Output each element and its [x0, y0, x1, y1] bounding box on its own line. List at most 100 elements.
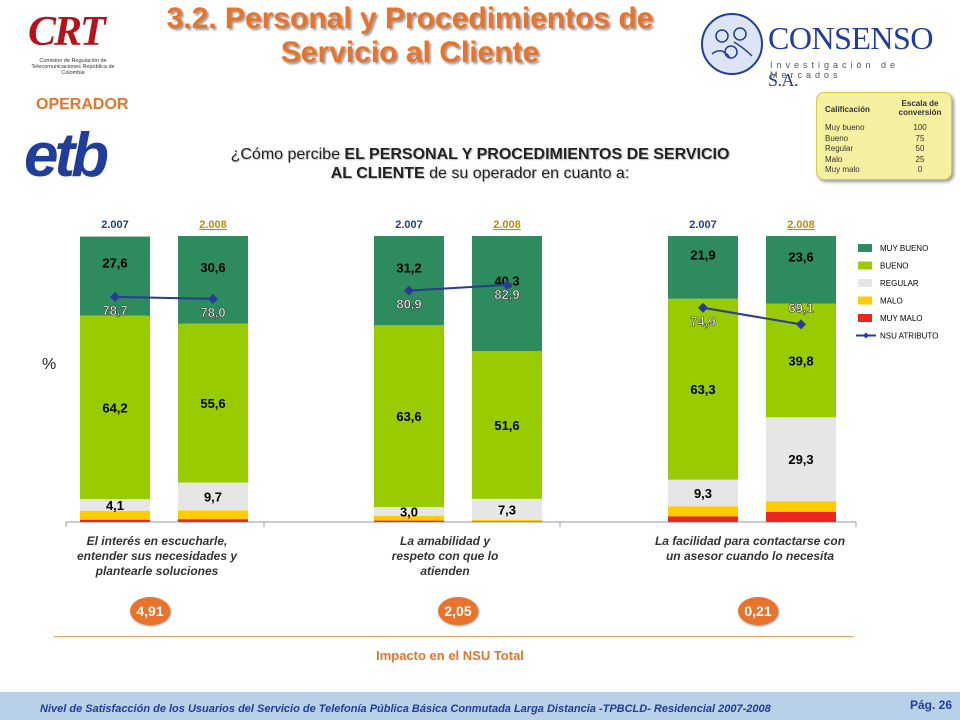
data-label-muy-bueno: 31,2 — [396, 261, 421, 276]
bar-segment-regular — [472, 498, 542, 520]
bar-segment-muy-malo — [766, 511, 836, 522]
bar-segment-regular — [178, 482, 248, 511]
impact-badge-3: 0,21 — [738, 597, 778, 625]
bar-segment-regular — [80, 499, 150, 511]
y-unit-label: % — [42, 356, 57, 373]
nsu-line — [114, 295, 214, 300]
nsu-point — [502, 279, 512, 290]
bar-segment-malo — [374, 515, 444, 521]
nsu-point — [698, 302, 708, 313]
data-label-bueno: 55,6 — [200, 396, 225, 411]
bar-segment-malo — [766, 501, 836, 512]
question-text: ¿Cómo percibe EL PERSONAL Y PROCEDIMIENT… — [230, 146, 730, 182]
data-label-muy-bueno: 27,6 — [102, 255, 127, 270]
impact-label: Impacto en el NSU Total — [376, 648, 524, 663]
nsu-point — [404, 285, 414, 296]
bar-segment-malo — [80, 510, 150, 520]
consenso-logo: CONSENSO S.A. Investigación de Mercados — [700, 8, 950, 90]
title-line-2: Servicio al Cliente — [280, 36, 540, 69]
nsu-label: 74,9 — [690, 314, 715, 329]
bar-segment-muy-bueno — [472, 236, 542, 352]
bar-segment-bueno — [374, 325, 444, 508]
scale-row-value: 25 — [915, 154, 925, 164]
data-label-muy-bueno: 23,6 — [788, 250, 813, 265]
data-label-regular: 9,7 — [204, 489, 222, 504]
year-label: 2.007 — [395, 219, 423, 231]
scale-row-label: Malo — [825, 154, 843, 164]
scale-row-value: 0 — [917, 165, 923, 174]
bar-segment-muy-malo — [178, 519, 248, 522]
legend-label: MUY BUENO — [880, 244, 928, 253]
conversion-scale-box: Calificación Escala de conversión Muy bu… — [816, 92, 952, 180]
nsu-label: 80,9 — [396, 297, 421, 312]
year-label: 2.008 — [493, 219, 521, 231]
legend-label: MUY MALO — [880, 314, 923, 323]
consenso-subtitle: Investigación de Mercados — [770, 60, 900, 80]
data-label-bueno: 63,3 — [690, 382, 715, 397]
scale-col2: Escala de conversión — [898, 99, 942, 117]
year-label: 2.007 — [101, 219, 129, 231]
data-label-muy-bueno: 21,9 — [690, 247, 715, 262]
title-line-1: 3.2. Personal y Procedimientos de — [166, 2, 654, 35]
nsu-line — [702, 306, 802, 326]
impact-badge-1: 4,91 — [130, 597, 170, 625]
bar-segment-malo — [178, 510, 248, 520]
legend-label: REGULAR — [880, 279, 919, 288]
legend-label: MALO — [880, 297, 903, 306]
scale-row-label: Bueno — [825, 133, 849, 143]
data-label-regular: 3,0 — [400, 504, 418, 519]
category-label-1: El interés en escucharle, entender sus n… — [76, 534, 238, 578]
impact-badge-2: 2,05 — [438, 597, 478, 625]
nsu-point — [796, 319, 806, 330]
data-label-muy-bueno: 30,6 — [200, 260, 225, 275]
scale-row-label: Regular — [825, 144, 854, 153]
consenso-globe-icon — [701, 13, 763, 75]
year-label: 2.008 — [199, 219, 227, 231]
page-number: Pág. 26 — [910, 698, 953, 712]
data-label-bueno: 51,6 — [494, 418, 519, 433]
data-label-bueno: 39,8 — [788, 353, 813, 368]
crt-logo-text: CRT — [28, 9, 106, 55]
impact-divider — [54, 636, 854, 637]
legend-swatch-muy-bueno — [858, 244, 872, 252]
page-title: 3.2. Personal y Procedimientos de Servic… — [110, 2, 710, 70]
data-label-regular: 29,3 — [788, 452, 813, 467]
scale-col1: Calificación — [825, 105, 870, 114]
nsu-label: 78,0 — [200, 305, 225, 320]
scale-row-label: Muy malo — [825, 165, 860, 174]
bar-segment-bueno — [668, 298, 738, 480]
bar-segment-muy-bueno — [374, 236, 444, 326]
year-label: 2.008 — [787, 219, 815, 231]
bar-segment-muy-malo — [668, 516, 738, 522]
footer-text: Nivel de Satisfacción de los Usuarios de… — [40, 703, 771, 715]
bar-segment-bueno — [472, 351, 542, 499]
bar-segment-muy-bueno — [668, 236, 738, 299]
bar-segment-bueno — [80, 315, 150, 500]
nsu-label: 69,1 — [788, 300, 813, 315]
data-label-regular: 4,1 — [106, 498, 124, 513]
operator-label: OPERADOR — [36, 96, 129, 113]
etb-logo: etb — [24, 121, 109, 190]
legend-swatch-regular — [858, 279, 872, 287]
legend-swatch-bueno — [858, 261, 872, 270]
data-label-regular: 9,3 — [694, 486, 712, 501]
bar-segment-regular — [766, 417, 836, 502]
category-label-2: La amabilidad y respeto con que lo atien… — [391, 534, 499, 578]
bar-segment-muy-malo — [374, 520, 444, 522]
bar-segment-muy-bueno — [80, 236, 150, 316]
bar-segment-malo — [668, 506, 738, 517]
legend-marker-nsu — [863, 332, 869, 339]
crt-logo: CRT Comisión de Regulación de Telecomuni… — [24, 8, 115, 82]
category-label-3: La facilidad para contactarse con un ase… — [654, 534, 846, 563]
legend-swatch-muy-malo — [858, 314, 872, 322]
nsu-label: 78,7 — [102, 303, 127, 318]
bar-segment-regular — [668, 479, 738, 507]
data-label-bueno: 64,2 — [102, 400, 127, 415]
data-label-bueno: 63,6 — [396, 409, 421, 424]
footer-bar — [0, 692, 960, 720]
bar-segment-muy-bueno — [766, 236, 836, 304]
scale-row-value: 75 — [915, 133, 925, 143]
bar-segment-muy-malo — [472, 521, 542, 522]
bar-segment-regular — [374, 507, 444, 516]
nsu-point — [110, 291, 120, 302]
